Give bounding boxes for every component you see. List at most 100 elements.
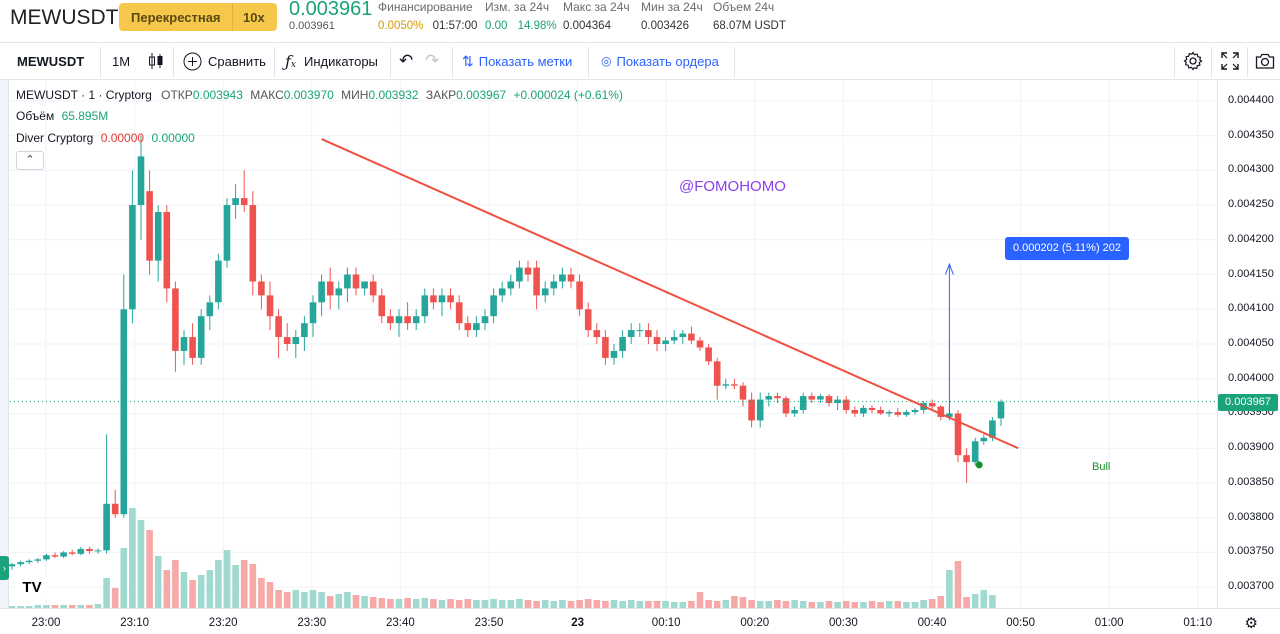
volume-bar [86, 605, 93, 608]
settings-button[interactable] [1183, 43, 1203, 79]
volume-bar [197, 575, 205, 608]
leverage-button[interactable]: 10x [232, 3, 265, 31]
candle-body [877, 410, 884, 414]
compare-button[interactable]: Сравнить [183, 43, 266, 79]
candle-body [825, 396, 833, 404]
candle-body [318, 281, 325, 303]
candle-body [369, 281, 377, 296]
volume-bar [146, 530, 153, 608]
candle-body [154, 212, 162, 261]
volume-bar [980, 590, 988, 608]
candle-body [954, 413, 962, 456]
price-tick-label: 0.003700 [1228, 580, 1274, 593]
indicator-label[interactable]: Diver Cryptorg [16, 131, 94, 145]
toolbar-divider [1174, 47, 1175, 77]
indicators-button[interactable]: ƒx Индикаторы [285, 43, 378, 79]
candle-body [206, 302, 214, 317]
volume-bar [877, 602, 884, 608]
margin-mode-selector[interactable]: Перекрестная 10x [119, 3, 277, 31]
volume-bar [326, 596, 334, 608]
collapse-legend-button[interactable]: ⌃ [16, 151, 44, 170]
time-tick-label: 23:50 [474, 617, 504, 629]
high-label: Макс за 24ч [563, 0, 630, 14]
margin-mode-label[interactable]: Перекрестная [131, 9, 221, 25]
volume-bar [541, 600, 549, 608]
volume-legend-label[interactable]: Объём [16, 109, 55, 123]
candle-body [602, 337, 609, 358]
low-label-legend: МИН [341, 88, 369, 102]
candle-body [903, 412, 910, 415]
volume-bar [584, 599, 592, 608]
candle-body [498, 288, 506, 296]
left-panel-toggle[interactable]: › [0, 556, 9, 580]
price-tick-label: 0.004150 [1228, 267, 1274, 280]
legend-title[interactable]: MEWUSDT · 1 · Cryptorg [16, 88, 152, 102]
volume-bar [748, 600, 755, 608]
show-orders-button[interactable]: ◎ Показать ордера [601, 43, 719, 79]
candle-type-button[interactable] [148, 43, 164, 79]
candle-body [335, 288, 343, 296]
candle-body [309, 302, 317, 324]
candle-body [120, 309, 128, 515]
volume-bar [395, 599, 403, 608]
chart-toolbar: MEWUSDT 1M Сравнить ƒx Индикаторы ↶ ↷ ⇅ … [0, 42, 1280, 80]
time-axis[interactable]: 23:00 23:10 23:20 23:30 23:40 23:50 23 00:10 00:… [0, 608, 1280, 634]
candles-icon [149, 53, 163, 69]
volume-bar [34, 605, 42, 608]
toolbar-divider [1247, 47, 1248, 77]
volume-bar [412, 599, 420, 608]
volume-bar [799, 601, 807, 608]
camera-icon [1255, 53, 1275, 69]
candle-body [705, 347, 712, 362]
tradingview-logo[interactable]: TV [16, 576, 48, 600]
volume-bar [292, 590, 300, 608]
candle-body [412, 316, 420, 324]
interval-button[interactable]: 1M [112, 53, 131, 69]
volume-bar [232, 565, 239, 608]
time-tick-label: 01:10 [1183, 617, 1213, 629]
candle-body [473, 323, 480, 331]
measure-label[interactable]: 0.000202 (5.11%) 202 [1005, 237, 1129, 260]
candle-body [197, 316, 205, 358]
candle-body [17, 562, 24, 565]
volume-bar [94, 604, 102, 608]
candle-body [163, 212, 171, 289]
show-marks-button[interactable]: ⇅ Показать метки [462, 43, 572, 79]
open-label: ОТКР [161, 88, 193, 102]
candle-body [326, 281, 334, 296]
funding-countdown: 01:57:00 [432, 20, 478, 32]
price-tick-label: 0.003750 [1228, 545, 1274, 558]
change-value-legend: +0.000024 (+0.61%) [513, 88, 623, 102]
price-tick-label: 0.004250 [1228, 198, 1274, 211]
gear-icon-axis[interactable]: ⚙ [1244, 615, 1258, 632]
volume-bar [928, 599, 936, 608]
candle-body [980, 437, 988, 442]
candle-body [43, 555, 50, 560]
volume-bar [172, 560, 179, 608]
candle-body [180, 337, 188, 351]
candle-body [404, 316, 411, 324]
candle-body [51, 555, 59, 557]
candle-body [946, 413, 953, 417]
undo-button[interactable]: ↶ [399, 43, 413, 79]
indicator-value-2: 0.00000 [151, 131, 195, 145]
volume-bar [765, 601, 773, 608]
funding-values: 0.0050% 01:57:00 [378, 20, 477, 32]
symbol-title[interactable]: MEWUSDT [10, 6, 119, 29]
candle-body [60, 552, 67, 557]
fullscreen-icon [1221, 52, 1239, 70]
toolbar-divider [452, 47, 453, 77]
volume-bar [696, 592, 704, 608]
candle-body [516, 267, 523, 282]
screenshot-button[interactable] [1255, 43, 1275, 79]
redo-button[interactable]: ↷ [425, 43, 439, 79]
trendline [321, 138, 1019, 450]
candle-body [584, 309, 592, 331]
toolbar-symbol[interactable]: MEWUSDT [17, 53, 85, 69]
volume-bar [602, 601, 609, 608]
price-axis[interactable]: 0.004400 0.004350 0.004300 0.004250 0.004200… [1217, 80, 1280, 608]
candle-body [266, 295, 274, 317]
candle-body [283, 337, 291, 344]
fullscreen-button[interactable] [1221, 43, 1239, 79]
